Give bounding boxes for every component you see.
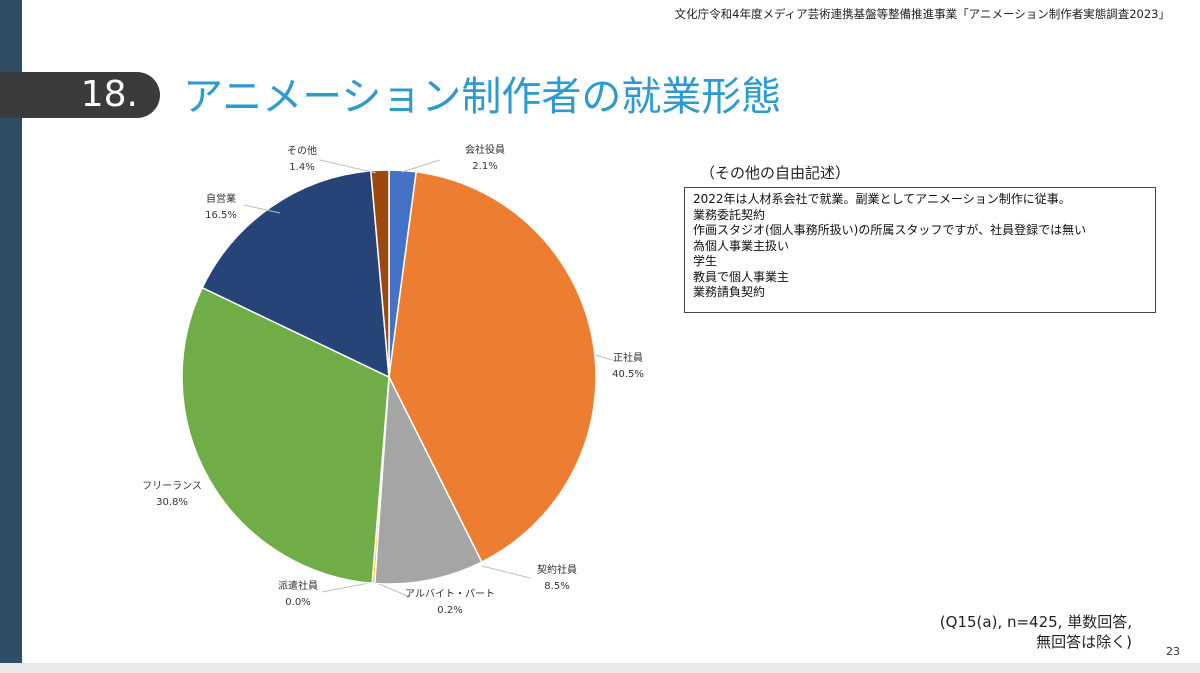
pie-slice: [373, 374, 483, 585]
leader-line: [243, 204, 281, 214]
slice-label: 契約社員: [537, 563, 577, 576]
free-text-line: 業務委託契約: [693, 207, 766, 222]
free-text-title: （その他の自由記述）: [700, 164, 851, 182]
slice-value-label: 16.5%: [205, 210, 237, 221]
slice-value-label: 1.4%: [289, 162, 314, 173]
slice-label: 正社員: [613, 351, 643, 364]
free-text-line: 為個人事業主扱い: [693, 238, 790, 253]
leader-line: [481, 565, 531, 579]
slice-value-label: 0.0%: [285, 597, 310, 608]
slice-label: アルバイト・パート: [405, 588, 495, 600]
footnote-line-2: 無回答は除く): [1036, 633, 1132, 651]
leader-line: [378, 583, 411, 598]
footnote-line-1: (Q15(a), n=425, 単数回答,: [939, 613, 1132, 631]
slice-value-label: 2.1%: [472, 161, 497, 172]
slice-label: 会社役員: [465, 143, 505, 156]
slice-label: その他: [287, 144, 317, 157]
free-text-box: 2022年は人材系会社で就業。副業としてアニメーション制作に従事。 業務委託契約…: [684, 187, 1156, 313]
leader-line: [321, 581, 375, 593]
slice-label: フリーランス: [142, 480, 202, 492]
pie-slice: [388, 170, 597, 564]
pie-slice: [201, 169, 390, 379]
free-text-line: 業務請負契約: [693, 285, 766, 299]
pie-slice: [370, 169, 390, 378]
left-accent-bar: [0, 0, 22, 673]
slice-value-label: 30.8%: [156, 497, 188, 508]
bottom-bar: [0, 663, 1200, 673]
leader-line: [401, 159, 441, 173]
slice-label: 自営業: [206, 192, 236, 205]
leader-line: [319, 159, 377, 174]
page-title: アニメーション制作者の就業形態: [183, 74, 782, 120]
section-number-badge: 18.: [0, 72, 160, 118]
pie-slice: [181, 286, 390, 585]
survey-header-note: 文化庁令和4年度メディア芸術連携基盤等整備推進事業「アニメーション制作者実態調査…: [674, 7, 1170, 21]
free-text-line: 作画スタジオ(個人事務所扱い)の所属スタッフですが、社員登録では無い: [693, 223, 1087, 237]
slice-value-label: 0.2%: [437, 605, 462, 616]
free-text-line: 2022年は人材系会社で就業。副業としてアニメーション制作に従事。: [693, 192, 1071, 206]
leader-line: [595, 354, 613, 361]
free-text-line: 学生: [693, 254, 718, 268]
slice-label: 派遣社員: [278, 579, 318, 592]
slice-value-label: 8.5%: [544, 581, 569, 592]
free-text-line: 教員で個人事業主: [693, 269, 790, 284]
page-number: 23: [1166, 645, 1180, 658]
footnote: (Q15(a), n=425, 単数回答, 無回答は除く): [940, 612, 1132, 652]
slice-value-label: 40.5%: [612, 369, 644, 380]
